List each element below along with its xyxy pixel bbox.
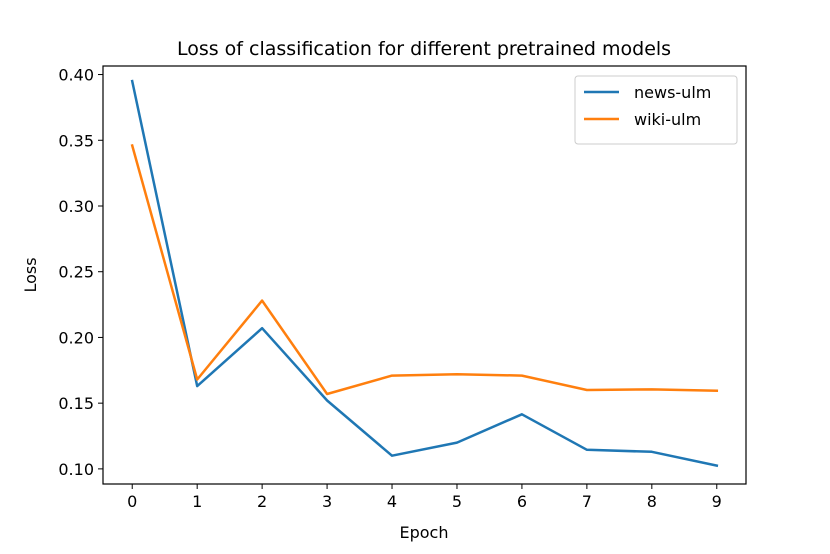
y-tick-label: 0.20	[58, 328, 94, 347]
y-tick-label: 0.15	[58, 394, 94, 413]
chart-title: Loss of classification for different pre…	[177, 38, 671, 60]
x-tick-label: 1	[192, 492, 202, 511]
x-tick-label: 9	[712, 492, 722, 511]
axes-frame	[102, 65, 747, 485]
y-tick-label: 0.25	[58, 263, 94, 282]
y-axis-label: Loss	[21, 257, 40, 292]
legend-label-news-ulm: news-ulm	[634, 83, 711, 102]
x-tick-label: 2	[257, 492, 267, 511]
legend: news-ulm wiki-ulm	[574, 75, 738, 145]
legend-label-wiki-ulm: wiki-ulm	[634, 110, 701, 129]
series-line-wiki-ulm	[130, 143, 719, 396]
x-tick-label: 8	[647, 492, 657, 511]
series-line-news-ulm	[130, 79, 719, 468]
x-tick-label: 3	[322, 492, 332, 511]
x-tick-label: 6	[517, 492, 527, 511]
y-tick-label: 0.40	[58, 66, 94, 85]
x-axis-ticks: 0 1 2 3 4 5 6 7 8 9	[127, 484, 722, 511]
x-tick-label: 4	[387, 492, 397, 511]
y-axis-ticks: 0.10 0.15 0.20 0.25 0.30 0.35 0.40	[58, 66, 103, 479]
x-tick-label: 5	[452, 492, 462, 511]
x-tick-label: 0	[127, 492, 137, 511]
series-layer	[130, 79, 719, 468]
axes-layer	[102, 65, 747, 485]
y-tick-label: 0.30	[58, 197, 94, 216]
x-axis-label: Epoch	[400, 523, 449, 542]
x-tick-label: 7	[582, 492, 592, 511]
y-tick-label: 0.10	[58, 460, 94, 479]
y-tick-label: 0.35	[58, 131, 94, 150]
